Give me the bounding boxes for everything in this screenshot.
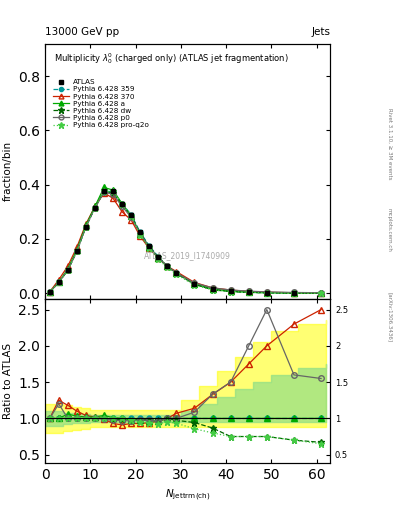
X-axis label: $N_{\mathrm{jettrm(ch)}}$: $N_{\mathrm{jettrm(ch)}}$: [165, 488, 211, 503]
Y-axis label: Ratio to ATLAS: Ratio to ATLAS: [3, 343, 13, 419]
Y-axis label: fraction/bin: fraction/bin: [3, 141, 13, 201]
Text: Multiplicity $\lambda_0^0$ (charged only) (ATLAS jet fragmentation): Multiplicity $\lambda_0^0$ (charged only…: [54, 51, 288, 66]
Text: Jets: Jets: [311, 27, 330, 37]
Text: [arXiv:1306.3436]: [arXiv:1306.3436]: [387, 292, 392, 343]
Text: ATLAS_2019_I1740909: ATLAS_2019_I1740909: [144, 251, 231, 260]
Text: 13000 GeV pp: 13000 GeV pp: [45, 27, 119, 37]
Legend: ATLAS, Pythia 6.428 359, Pythia 6.428 370, Pythia 6.428 a, Pythia 6.428 dw, Pyth: ATLAS, Pythia 6.428 359, Pythia 6.428 37…: [51, 78, 150, 130]
Text: mcplots.cern.ch: mcplots.cern.ch: [387, 208, 392, 252]
Text: Rivet 3.1.10, ≥ 3M events: Rivet 3.1.10, ≥ 3M events: [387, 108, 392, 179]
